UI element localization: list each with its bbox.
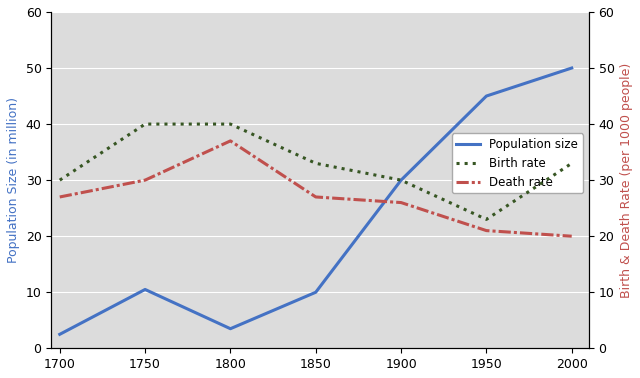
Death rate <box>397 200 405 205</box>
Population size <box>397 178 405 183</box>
Population size <box>141 287 149 292</box>
Population size <box>227 327 234 331</box>
Birth rate <box>568 161 575 166</box>
Population size <box>312 290 319 294</box>
Death rate <box>141 178 149 183</box>
Death rate <box>312 195 319 199</box>
Birth rate <box>227 122 234 126</box>
Birth rate <box>312 161 319 166</box>
Y-axis label: Population Size (in million): Population Size (in million) <box>7 97 20 263</box>
Legend: Population size, Birth rate, Death rate: Population size, Birth rate, Death rate <box>451 133 583 194</box>
Death rate <box>568 234 575 239</box>
Line: Population size: Population size <box>60 68 572 334</box>
Population size <box>483 94 490 98</box>
Population size <box>56 332 63 336</box>
Birth rate <box>141 122 149 126</box>
Birth rate <box>483 217 490 222</box>
Line: Death rate: Death rate <box>60 141 572 236</box>
Birth rate <box>56 178 63 183</box>
Birth rate <box>397 178 405 183</box>
Line: Birth rate: Birth rate <box>60 124 572 219</box>
Death rate <box>483 228 490 233</box>
Death rate <box>56 195 63 199</box>
Population size <box>568 66 575 70</box>
Death rate <box>227 139 234 143</box>
Y-axis label: Birth & Death Rate (per 1000 people): Birth & Death Rate (per 1000 people) <box>620 62 633 298</box>
